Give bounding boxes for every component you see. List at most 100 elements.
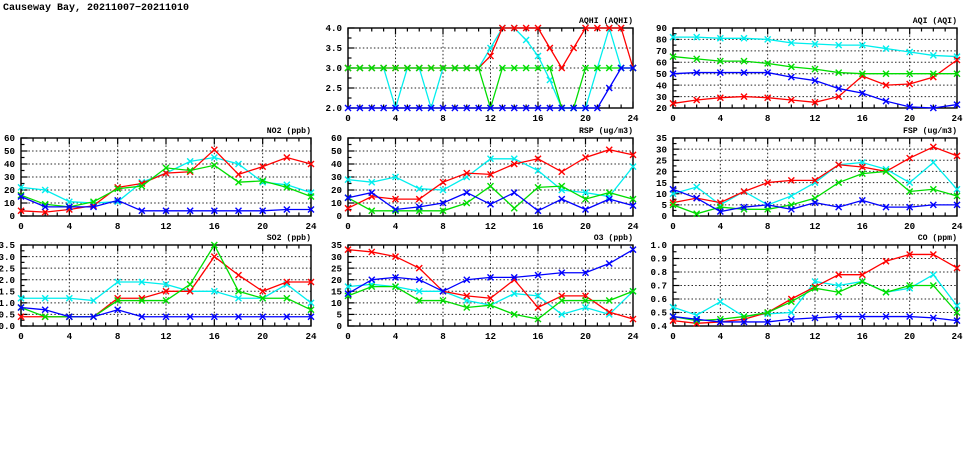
svg-text:8: 8 [440, 221, 446, 232]
svg-text:3.0: 3.0 [0, 252, 15, 263]
svg-text:20: 20 [580, 331, 591, 342]
svg-text:16: 16 [857, 113, 868, 124]
svg-text:24: 24 [305, 221, 317, 232]
svg-text:2.0: 2.0 [325, 103, 342, 114]
svg-text:35: 35 [656, 133, 668, 144]
svg-text:8: 8 [765, 331, 771, 342]
svg-text:16: 16 [209, 331, 220, 342]
svg-text:NO2 (ppb): NO2 (ppb) [267, 126, 311, 136]
svg-text:25: 25 [656, 155, 668, 166]
svg-text:0.7: 0.7 [650, 281, 667, 292]
svg-text:30: 30 [331, 172, 342, 183]
svg-text:60: 60 [4, 133, 15, 144]
svg-text:20: 20 [656, 103, 667, 114]
svg-text:4: 4 [718, 331, 724, 342]
svg-text:50: 50 [331, 146, 342, 157]
svg-text:20: 20 [904, 331, 915, 342]
svg-text:16: 16 [857, 221, 868, 232]
svg-text:8: 8 [115, 331, 121, 342]
svg-text:20: 20 [257, 221, 268, 232]
svg-text:12: 12 [485, 113, 496, 124]
svg-text:0: 0 [661, 211, 667, 222]
svg-text:4: 4 [67, 331, 73, 342]
svg-text:3.5: 3.5 [325, 43, 342, 54]
svg-text:2.0: 2.0 [0, 275, 15, 286]
svg-text:20: 20 [4, 185, 15, 196]
svg-text:12: 12 [485, 221, 496, 232]
svg-text:50: 50 [4, 146, 15, 157]
svg-text:0: 0 [670, 331, 676, 342]
svg-text:CO (ppm): CO (ppm) [918, 233, 957, 243]
svg-text:16: 16 [532, 113, 543, 124]
svg-text:AQHI (AQHI): AQHI (AQHI) [579, 16, 633, 26]
svg-text:50: 50 [656, 69, 667, 80]
svg-text:20: 20 [580, 221, 591, 232]
svg-text:40: 40 [331, 159, 342, 170]
svg-text:20: 20 [904, 113, 915, 124]
svg-text:20: 20 [331, 185, 342, 196]
svg-text:24: 24 [305, 331, 317, 342]
svg-text:15: 15 [331, 286, 343, 297]
svg-text:0: 0 [18, 331, 24, 342]
svg-text:30: 30 [656, 92, 667, 103]
svg-text:16: 16 [532, 331, 543, 342]
svg-text:12: 12 [809, 331, 820, 342]
svg-text:4: 4 [393, 113, 399, 124]
svg-text:16: 16 [209, 221, 220, 232]
svg-text:0.9: 0.9 [650, 254, 667, 265]
svg-text:0: 0 [336, 321, 342, 332]
svg-text:12: 12 [160, 221, 171, 232]
svg-text:8: 8 [115, 221, 121, 232]
svg-text:0: 0 [345, 331, 351, 342]
svg-text:1.0: 1.0 [0, 298, 15, 309]
svg-text:3.0: 3.0 [325, 63, 342, 74]
svg-text:0.6: 0.6 [650, 294, 667, 305]
svg-text:0: 0 [670, 113, 676, 124]
svg-text:1.0: 1.0 [650, 240, 667, 251]
svg-text:25: 25 [331, 263, 343, 274]
svg-text:4: 4 [718, 221, 724, 232]
svg-text:0.8: 0.8 [650, 267, 667, 278]
svg-text:0.5: 0.5 [0, 310, 15, 321]
svg-text:O3 (ppb): O3 (ppb) [594, 233, 633, 243]
svg-text:0.0: 0.0 [0, 321, 15, 332]
svg-text:0: 0 [18, 221, 24, 232]
svg-text:80: 80 [656, 35, 667, 46]
svg-text:5: 5 [336, 310, 342, 321]
svg-text:4: 4 [718, 113, 724, 124]
svg-text:24: 24 [627, 331, 639, 342]
svg-text:12: 12 [160, 331, 171, 342]
svg-text:1.5: 1.5 [0, 286, 15, 297]
svg-text:0: 0 [670, 221, 676, 232]
svg-text:24: 24 [951, 221, 963, 232]
svg-text:10: 10 [4, 198, 15, 209]
svg-text:20: 20 [580, 113, 591, 124]
svg-text:AQI (AQI): AQI (AQI) [913, 16, 957, 26]
svg-text:12: 12 [485, 331, 496, 342]
svg-text:0: 0 [345, 221, 351, 232]
svg-text:4: 4 [393, 221, 399, 232]
svg-text:0.5: 0.5 [650, 308, 667, 319]
svg-text:24: 24 [627, 221, 639, 232]
svg-text:40: 40 [656, 80, 667, 91]
svg-text:2.5: 2.5 [0, 263, 15, 274]
svg-text:24: 24 [951, 331, 963, 342]
svg-text:30: 30 [331, 252, 342, 263]
svg-text:RSP (ug/m3): RSP (ug/m3) [579, 126, 633, 136]
svg-text:40: 40 [4, 159, 15, 170]
svg-text:16: 16 [532, 221, 543, 232]
svg-text:0: 0 [345, 113, 351, 124]
svg-text:16: 16 [857, 331, 868, 342]
svg-text:20: 20 [257, 331, 268, 342]
svg-text:FSP (ug/m3): FSP (ug/m3) [903, 126, 957, 136]
svg-text:8: 8 [440, 113, 446, 124]
svg-text:8: 8 [765, 221, 771, 232]
svg-text:8: 8 [440, 331, 446, 342]
svg-text:4.0: 4.0 [325, 23, 342, 34]
svg-text:SO2 (ppb): SO2 (ppb) [267, 233, 311, 243]
svg-text:90: 90 [656, 23, 667, 34]
svg-text:35: 35 [331, 240, 343, 251]
svg-text:5: 5 [661, 200, 667, 211]
svg-text:60: 60 [331, 133, 342, 144]
svg-text:2.5: 2.5 [325, 83, 342, 94]
